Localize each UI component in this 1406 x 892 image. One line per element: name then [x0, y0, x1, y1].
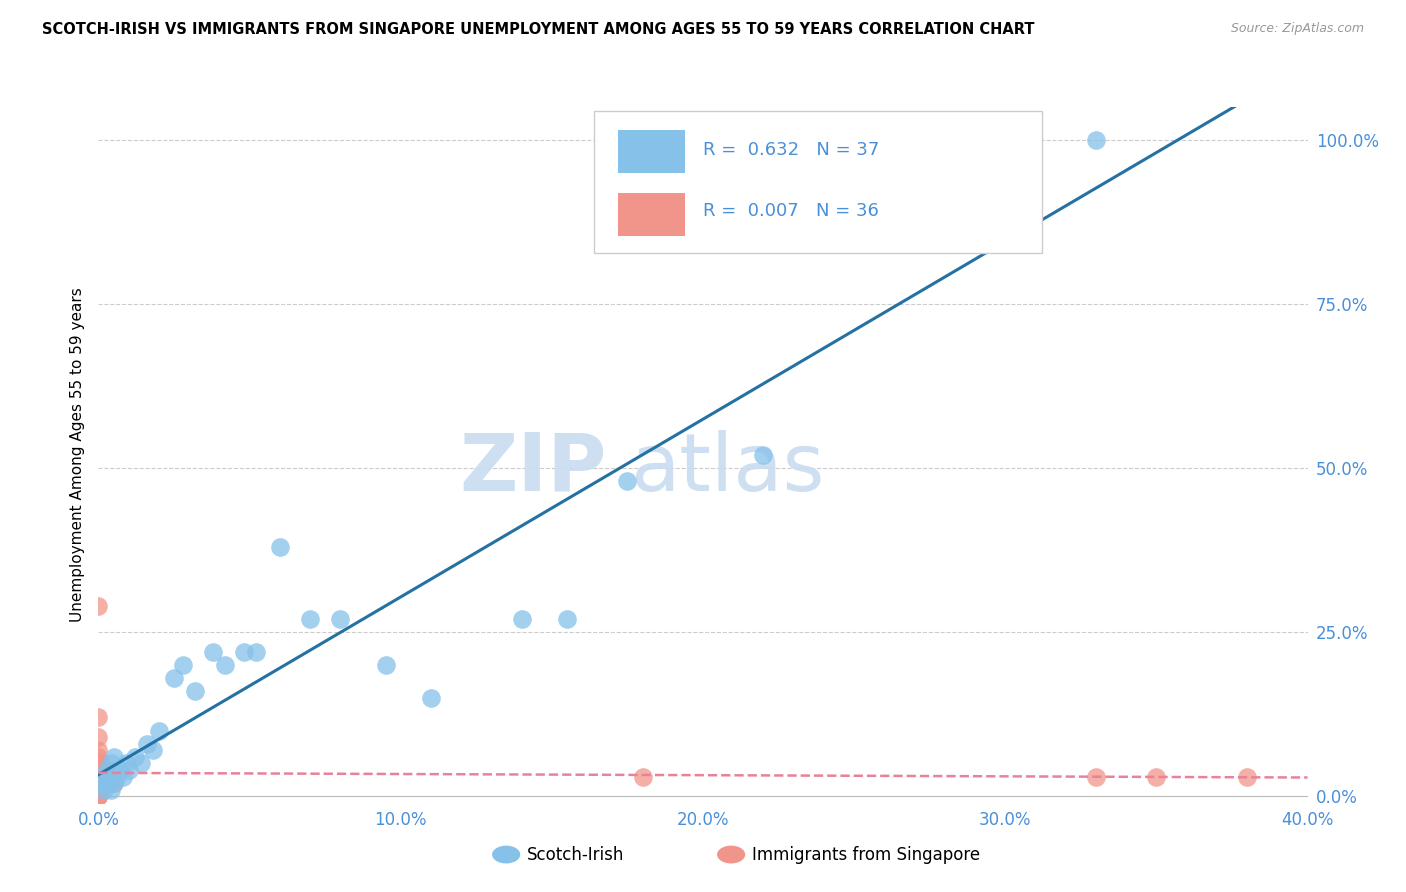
Point	[96, 770, 118, 784]
Text: SCOTCH-IRISH VS IMMIGRANTS FROM SINGAPORE UNEMPLOYMENT AMONG AGES 55 TO 59 YEARS: SCOTCH-IRISH VS IMMIGRANTS FROM SINGAPOR…	[42, 22, 1035, 37]
FancyBboxPatch shape	[619, 130, 685, 173]
Point	[87, 789, 110, 804]
Point	[202, 645, 225, 659]
Point	[87, 599, 110, 613]
Text: Scotch-Irish: Scotch-Irish	[527, 846, 624, 863]
Point	[103, 776, 125, 790]
Point	[100, 776, 122, 790]
Point	[979, 133, 1001, 147]
Point	[87, 749, 110, 764]
Point	[90, 776, 112, 790]
Point	[87, 789, 110, 804]
Point	[96, 763, 118, 777]
Point	[111, 770, 134, 784]
Point	[118, 763, 141, 777]
Point	[232, 645, 254, 659]
FancyBboxPatch shape	[595, 111, 1042, 253]
Point	[752, 448, 775, 462]
Point	[93, 782, 115, 797]
Point	[87, 789, 110, 804]
Point	[269, 540, 291, 554]
Point	[108, 763, 131, 777]
Point	[87, 756, 110, 771]
Point	[105, 770, 128, 784]
Point	[100, 756, 122, 771]
Point	[135, 737, 157, 751]
Point	[87, 789, 110, 804]
Point	[142, 743, 165, 757]
Point	[245, 645, 267, 659]
Point	[87, 776, 110, 790]
Point	[129, 756, 152, 771]
Point	[96, 776, 118, 790]
Point	[103, 776, 125, 790]
Point	[148, 723, 170, 738]
Point	[329, 612, 352, 626]
Point	[114, 756, 136, 771]
Point	[1144, 770, 1167, 784]
Text: Source: ZipAtlas.com: Source: ZipAtlas.com	[1230, 22, 1364, 36]
Point	[93, 763, 115, 777]
Point	[87, 789, 110, 804]
Text: R =  0.632   N = 37: R = 0.632 N = 37	[703, 141, 879, 159]
Point	[90, 756, 112, 771]
Point	[87, 789, 110, 804]
Text: ZIP: ZIP	[458, 430, 606, 508]
Point	[374, 657, 396, 672]
Point	[90, 782, 112, 797]
Point	[90, 776, 112, 790]
Point	[510, 612, 533, 626]
Point	[93, 776, 115, 790]
Point	[299, 612, 322, 626]
Point	[87, 730, 110, 744]
Point	[87, 789, 110, 804]
Point	[87, 782, 110, 797]
Text: atlas: atlas	[630, 430, 825, 508]
Point	[555, 612, 578, 626]
Y-axis label: Unemployment Among Ages 55 to 59 years: Unemployment Among Ages 55 to 59 years	[70, 287, 86, 623]
Point	[87, 789, 110, 804]
Text: R =  0.007   N = 36: R = 0.007 N = 36	[703, 202, 879, 220]
Point	[100, 782, 122, 797]
Point	[96, 776, 118, 790]
Point	[1085, 770, 1108, 784]
Point	[184, 684, 207, 698]
Point	[163, 671, 186, 685]
Point	[616, 474, 638, 488]
Point	[214, 657, 236, 672]
Point	[93, 770, 115, 784]
Point	[124, 749, 146, 764]
Point	[90, 763, 112, 777]
Point	[93, 770, 115, 784]
Point	[87, 770, 110, 784]
Point	[631, 770, 654, 784]
Point	[1085, 133, 1108, 147]
Point	[87, 763, 110, 777]
FancyBboxPatch shape	[619, 193, 685, 235]
Point	[1236, 770, 1258, 784]
Point	[172, 657, 194, 672]
Text: Immigrants from Singapore: Immigrants from Singapore	[752, 846, 980, 863]
Point	[103, 749, 125, 764]
Point	[87, 710, 110, 724]
Point	[87, 743, 110, 757]
Point	[87, 782, 110, 797]
Point	[90, 770, 112, 784]
Point	[87, 776, 110, 790]
Point	[420, 690, 443, 705]
